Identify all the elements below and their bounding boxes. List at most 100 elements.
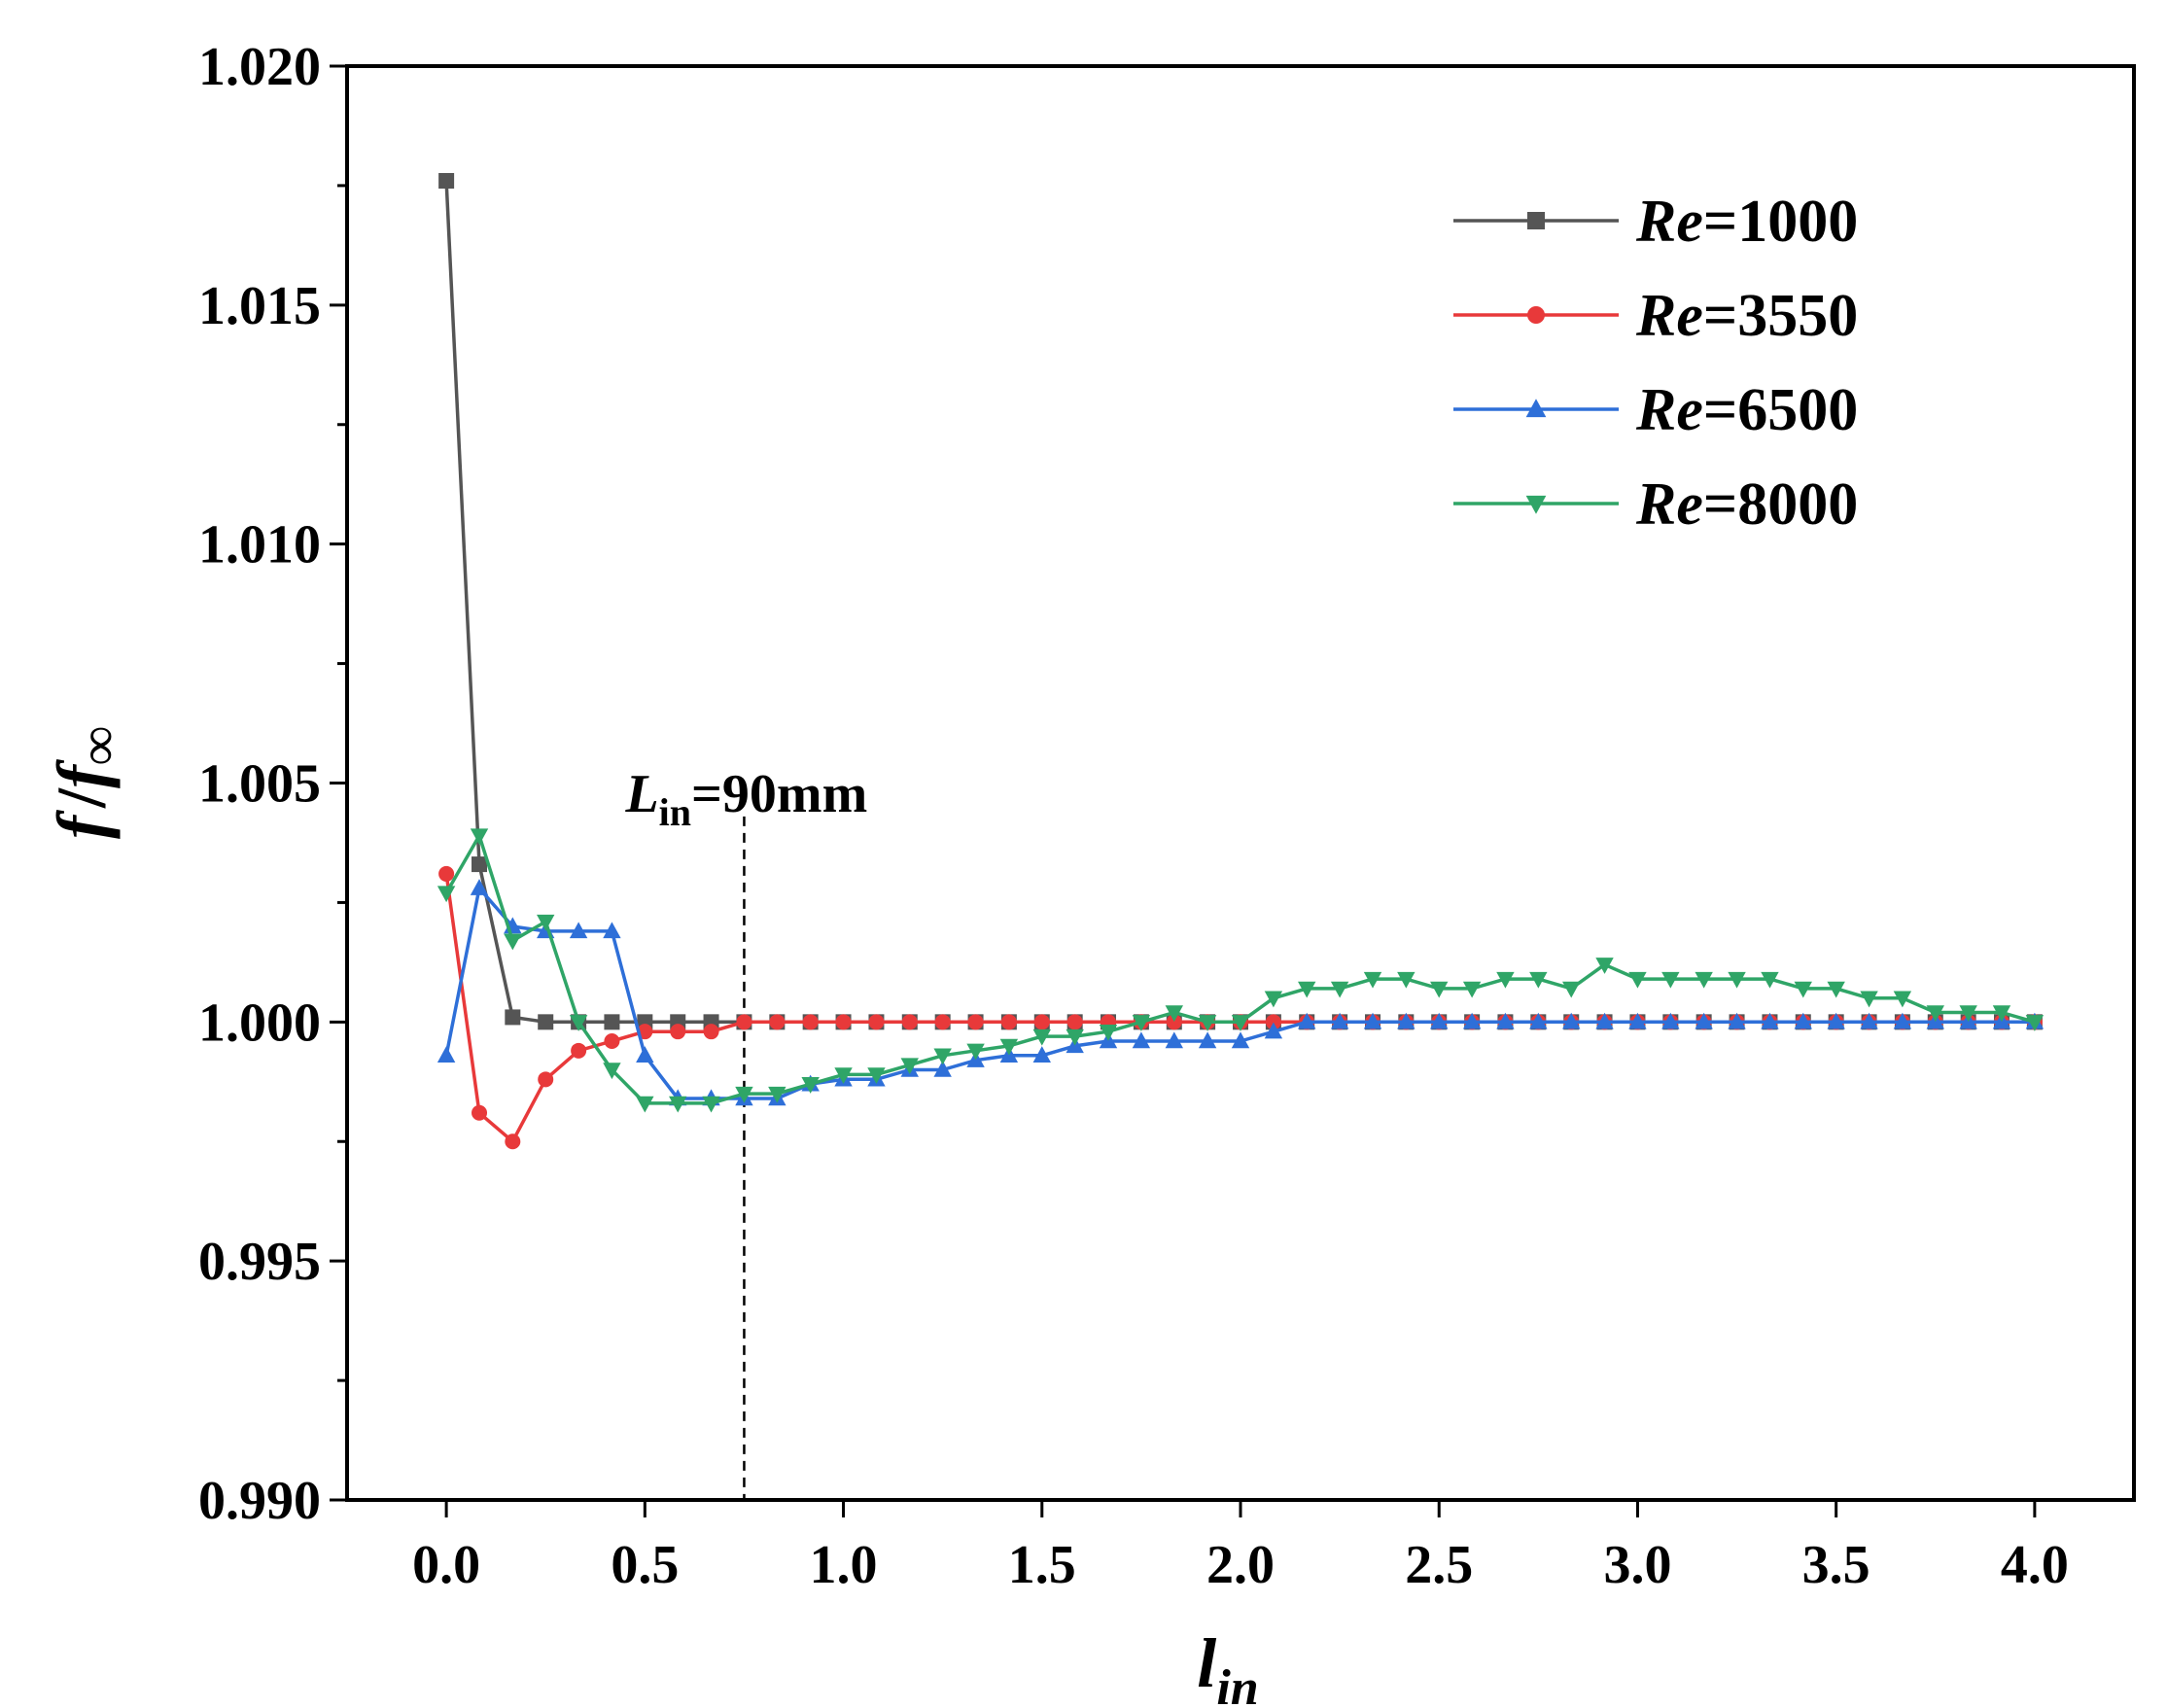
data-point xyxy=(1695,1012,1713,1029)
data-point xyxy=(1264,1022,1283,1039)
y-tick-label: 1.010 xyxy=(198,515,321,575)
legend-item: Re=8000 xyxy=(1453,471,1858,538)
data-point xyxy=(1430,981,1449,998)
x-tick-label: 0.0 xyxy=(412,1535,480,1595)
y-axis-title-infinity: ∞ xyxy=(69,726,129,765)
data-point xyxy=(1728,971,1746,989)
data-point xyxy=(1066,1028,1084,1046)
y-axis-title-slash: / xyxy=(43,787,121,809)
data-point xyxy=(1198,1015,1217,1031)
annotation-layer: Lin=90mm xyxy=(624,764,867,1500)
data-point xyxy=(802,1014,819,1030)
x-axis-title: lin xyxy=(1197,1624,1258,1708)
data-point xyxy=(1496,971,1515,989)
data-point xyxy=(703,1024,719,1040)
legend-marker xyxy=(1527,212,1545,229)
data-point xyxy=(999,1038,1019,1056)
data-point xyxy=(1166,1014,1182,1030)
data-point xyxy=(470,828,489,846)
data-point xyxy=(472,856,488,873)
data-point xyxy=(1198,1031,1217,1049)
data-point xyxy=(1860,991,1878,1008)
data-point xyxy=(1330,1012,1349,1029)
data-point xyxy=(1462,981,1482,998)
data-point xyxy=(1959,1005,1977,1023)
data-point xyxy=(1397,1012,1416,1029)
data-point xyxy=(735,1086,753,1103)
data-point xyxy=(1695,971,1713,989)
data-point xyxy=(1728,1012,1746,1029)
x-tick-label: 4.0 xyxy=(2001,1535,2069,1595)
x-tick-label: 3.5 xyxy=(1802,1535,1870,1595)
data-point xyxy=(1265,1014,1281,1030)
data-point xyxy=(868,1014,885,1030)
data-point xyxy=(1529,971,1548,989)
data-point xyxy=(1298,981,1316,998)
x-tick-label: 2.0 xyxy=(1206,1535,1275,1595)
data-point xyxy=(538,1014,554,1030)
data-point xyxy=(504,933,522,951)
data-point xyxy=(604,1033,620,1049)
legend-label-re: Re xyxy=(1635,189,1703,255)
data-point xyxy=(636,1046,654,1063)
x-axis-title-subscript: in xyxy=(1216,1660,1258,1708)
annotation-subscript: in xyxy=(659,790,691,834)
data-point xyxy=(801,1077,820,1094)
legend-label-re: Re xyxy=(1635,377,1703,443)
data-point xyxy=(1860,1012,1878,1029)
data-point xyxy=(1827,981,1845,998)
data-point xyxy=(1628,971,1647,989)
data-point xyxy=(1132,1031,1151,1049)
legend-marker xyxy=(1525,399,1547,418)
data-point xyxy=(834,1067,853,1085)
data-point xyxy=(505,1133,521,1150)
data-point xyxy=(538,1071,554,1088)
x-tick-label: 1.0 xyxy=(810,1535,878,1595)
legend-marker xyxy=(1527,306,1545,324)
data-point xyxy=(569,1015,588,1031)
data-point xyxy=(537,914,555,931)
data-point xyxy=(702,1096,720,1113)
legend-label: Re=3550 xyxy=(1635,283,1858,349)
y-tick-label: 1.000 xyxy=(198,993,321,1053)
data-point xyxy=(1231,1015,1250,1031)
annotation-value: =90mm xyxy=(691,764,867,824)
data-point xyxy=(1595,1012,1614,1029)
data-point xyxy=(505,1009,521,1026)
y-tick-label: 1.020 xyxy=(198,37,321,97)
legend-item: Re=1000 xyxy=(1453,189,1858,255)
data-point xyxy=(437,886,456,903)
data-point xyxy=(669,1096,687,1113)
data-point xyxy=(966,1043,985,1061)
data-point xyxy=(1595,958,1614,974)
data-point xyxy=(1562,981,1581,998)
x-tick-label: 0.5 xyxy=(611,1535,679,1595)
entrance-length-label: Lin=90mm xyxy=(624,764,867,834)
data-point xyxy=(1430,1012,1449,1029)
data-point xyxy=(1298,1012,1316,1029)
annotation-L: L xyxy=(624,764,658,824)
y-tick-label: 0.990 xyxy=(198,1471,321,1531)
data-point xyxy=(1000,1014,1017,1030)
data-point xyxy=(1761,971,1779,989)
data-point xyxy=(1992,1005,2011,1023)
legend-label-re: Re xyxy=(1635,283,1703,349)
data-point xyxy=(1099,1024,1118,1041)
data-point xyxy=(1661,971,1680,989)
data-point xyxy=(1397,971,1416,989)
data-point xyxy=(1231,1031,1250,1049)
legend-label: Re=6500 xyxy=(1635,377,1858,443)
x-tick-label: 2.5 xyxy=(1405,1535,1473,1595)
data-point xyxy=(1165,1005,1183,1023)
data-point xyxy=(1462,1012,1482,1029)
legend-item: Re=3550 xyxy=(1453,283,1858,349)
data-point xyxy=(933,1060,952,1077)
data-point xyxy=(438,173,455,189)
y-tick-label: 1.005 xyxy=(198,754,321,815)
data-point xyxy=(1363,1012,1382,1029)
data-point xyxy=(1066,1014,1083,1030)
y-tick-label: 0.995 xyxy=(198,1232,321,1292)
data-point xyxy=(967,1014,984,1030)
data-point xyxy=(933,1048,952,1065)
data-point xyxy=(1132,1015,1151,1031)
